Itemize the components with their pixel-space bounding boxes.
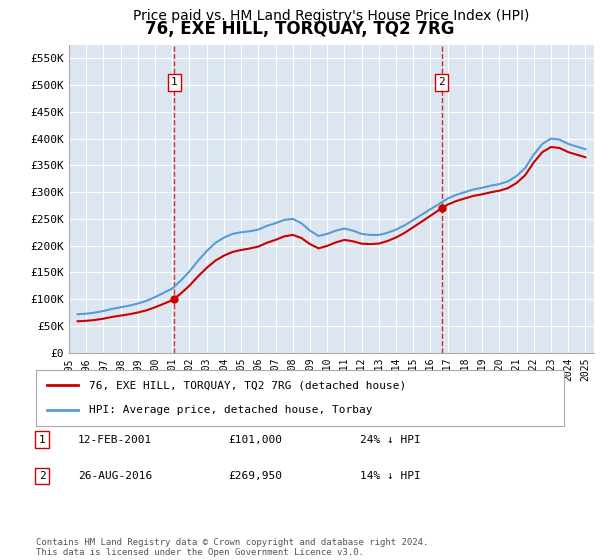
Text: 12-FEB-2001: 12-FEB-2001: [78, 435, 152, 445]
Text: £269,950: £269,950: [228, 471, 282, 481]
Text: 14% ↓ HPI: 14% ↓ HPI: [360, 471, 421, 481]
Text: £101,000: £101,000: [228, 435, 282, 445]
Text: 24% ↓ HPI: 24% ↓ HPI: [360, 435, 421, 445]
Text: 1: 1: [171, 77, 178, 87]
Text: 26-AUG-2016: 26-AUG-2016: [78, 471, 152, 481]
Text: HPI: Average price, detached house, Torbay: HPI: Average price, detached house, Torb…: [89, 405, 372, 415]
Text: 76, EXE HILL, TORQUAY, TQ2 7RG (detached house): 76, EXE HILL, TORQUAY, TQ2 7RG (detached…: [89, 380, 406, 390]
Text: Contains HM Land Registry data © Crown copyright and database right 2024.
This d: Contains HM Land Registry data © Crown c…: [36, 538, 428, 557]
Text: 1: 1: [38, 435, 46, 445]
Title: Price paid vs. HM Land Registry's House Price Index (HPI): Price paid vs. HM Land Registry's House …: [133, 9, 530, 23]
Text: 2: 2: [438, 77, 445, 87]
Text: 2: 2: [38, 471, 46, 481]
Text: 76, EXE HILL, TORQUAY, TQ2 7RG: 76, EXE HILL, TORQUAY, TQ2 7RG: [145, 20, 455, 38]
